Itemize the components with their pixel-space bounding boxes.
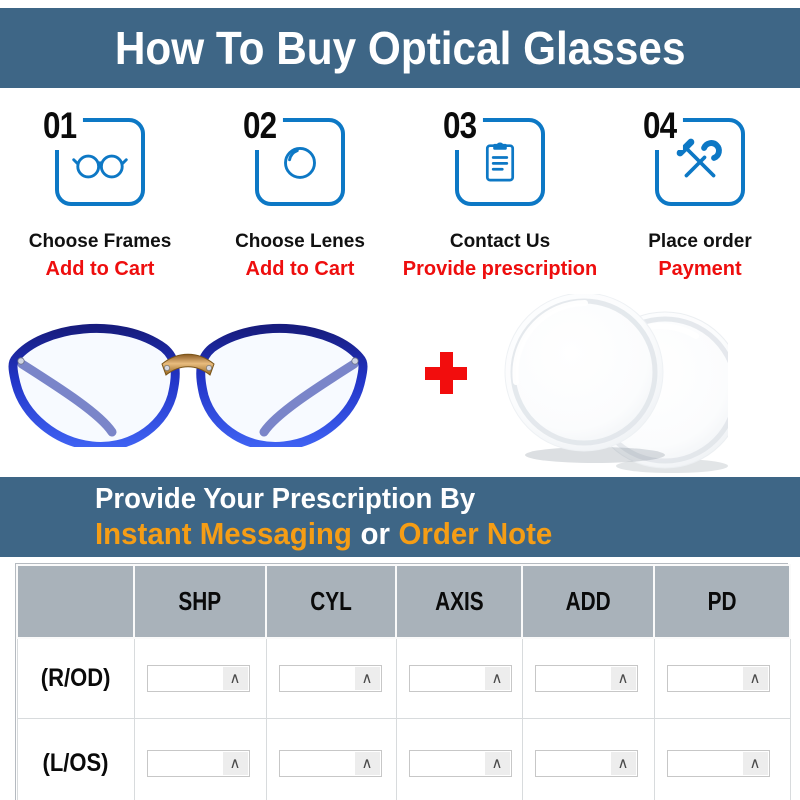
row-label-los: (L/OS) [16,717,135,800]
product-row [0,290,800,475]
row-label-rod: (R/OD) [16,637,135,719]
page-title: How To Buy Optical Glasses [114,22,686,74]
plus-icon [425,352,467,394]
chevron-up-icon[interactable]: ∧ [610,666,636,690]
select-rod-shp[interactable]: ∧ [146,664,250,692]
step-04-label: Place order Payment [600,231,800,281]
step-01-label: Choose Frames Add to Cart [0,231,200,281]
tools-icon [671,133,729,191]
step-02-box: 02 [243,107,345,206]
step-03-label: Contact Us Provide prescription [400,231,600,281]
step-04-title: Place order [648,231,752,252]
step-03-box: 03 [443,107,545,206]
step-03-number: 03 [443,107,484,150]
step-labels-row: Choose Frames Add to Cart Choose Lenes A… [0,231,800,281]
table-row-left-eye: (L/OS) ∧ ∧ ∧ ∧ ∧ [16,717,791,800]
step-02: 02 [200,104,400,206]
select-rod-axis[interactable]: ∧ [408,664,512,692]
step-03-title: Contact Us [449,231,551,252]
select-los-axis[interactable]: ∧ [408,749,512,777]
step-02-title: Choose Lenes [235,231,365,252]
select-los-add[interactable]: ∧ [534,749,638,777]
method-instant-messaging: Instant Messaging [95,516,352,551]
prescription-table: SHP CYL AXIS ADD PD (R/OD) ∧ ∧ ∧ ∧ ∧ (L/… [15,563,791,800]
select-los-shp[interactable]: ∧ [146,749,250,777]
prescription-banner-line1: Provide Your Prescription By [95,483,476,515]
step-01-title: Choose Frames [28,231,172,252]
table-header-row: SHP CYL AXIS ADD PD [16,564,791,639]
chevron-up-icon[interactable]: ∧ [742,751,768,775]
step-04: 04 [600,104,800,206]
method-connector: or [360,516,390,551]
select-rod-cyl[interactable]: ∧ [278,664,382,692]
chevron-up-icon[interactable]: ∧ [742,666,768,690]
chevron-up-icon[interactable]: ∧ [484,751,510,775]
step-01-subtitle: Add to Cart [45,258,155,280]
chevron-up-icon[interactable]: ∧ [354,751,380,775]
prescription-banner: Provide Your Prescription By Instant Mes… [0,477,800,557]
header-pd: PD [653,564,791,639]
step-04-number: 04 [643,107,684,150]
header-add: ADD [521,564,655,639]
select-los-cyl[interactable]: ∧ [278,749,382,777]
chevron-up-icon[interactable]: ∧ [354,666,380,690]
header-axis: AXIS [395,564,523,639]
select-rod-pd[interactable]: ∧ [666,664,770,692]
chevron-up-icon[interactable]: ∧ [222,751,248,775]
header-shp: SHP [133,564,267,639]
glasses-icon [71,133,129,191]
table-row-right-eye: (R/OD) ∧ ∧ ∧ ∧ ∧ [16,637,791,719]
step-03-subtitle: Provide prescription [402,258,598,280]
header-empty [16,564,135,639]
lenses-photo [500,292,744,481]
select-rod-add[interactable]: ∧ [534,664,638,692]
step-01: 01 [0,104,200,206]
lens-icon [271,133,329,191]
step-02-label: Choose Lenes Add to Cart [200,231,400,281]
step-01-box: 01 [43,107,145,206]
step-02-subtitle: Add to Cart [245,258,355,280]
chevron-up-icon[interactable]: ∧ [484,666,510,690]
method-order-note: Order Note [398,516,553,551]
chevron-up-icon[interactable]: ∧ [610,751,636,775]
step-01-number: 01 [43,107,84,150]
main-title-banner: How To Buy Optical Glasses [0,8,800,88]
chevron-up-icon[interactable]: ∧ [222,666,248,690]
step-04-box: 04 [643,107,745,206]
prescription-banner-line2: Instant Messaging or Order Note [95,516,765,552]
steps-row: 01 02 [0,104,800,206]
frames-photo [8,312,368,452]
header-cyl: CYL [265,564,397,639]
step-04-subtitle: Payment [658,258,742,280]
clipboard-icon [471,133,529,191]
step-02-number: 02 [243,107,284,150]
step-03: 03 [400,104,600,206]
select-los-pd[interactable]: ∧ [666,749,770,777]
